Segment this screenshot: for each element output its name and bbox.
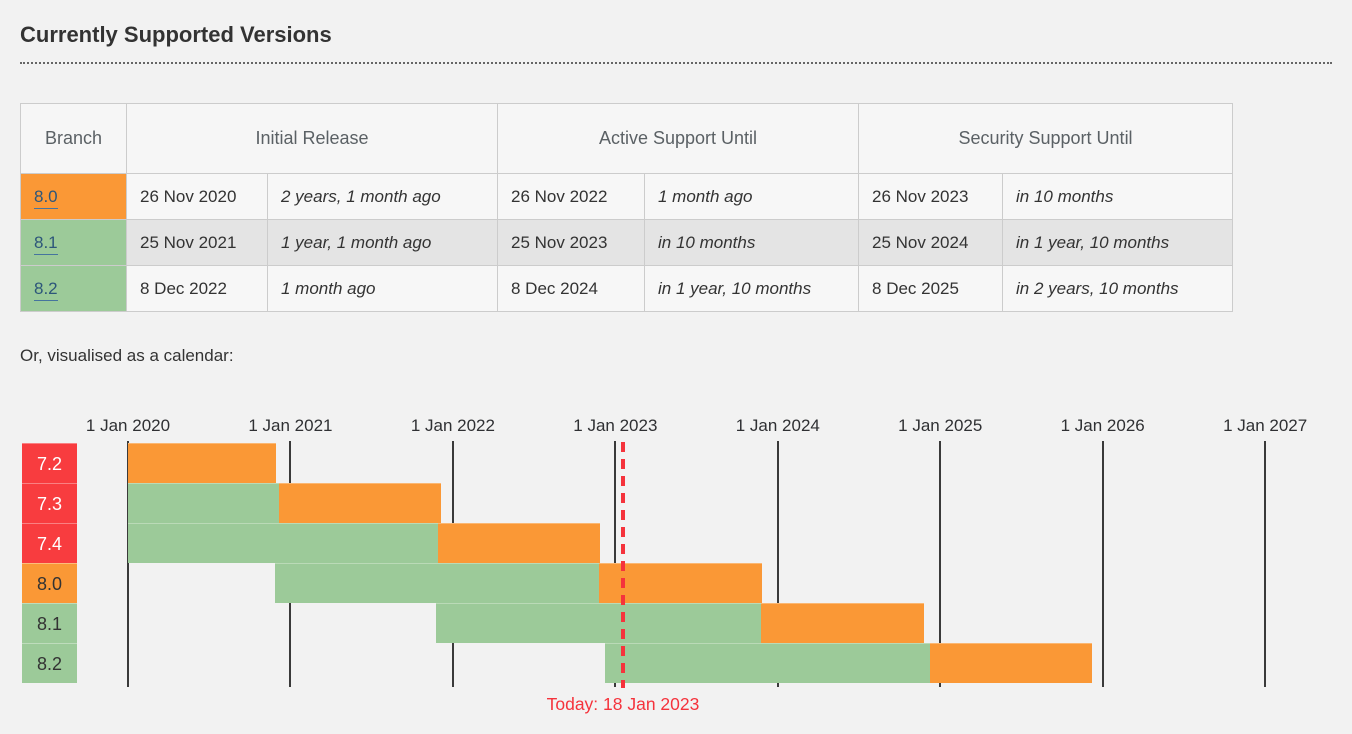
security-support-bar — [761, 603, 924, 643]
security-support-bar — [128, 443, 277, 483]
security-support-until-date: 8 Dec 2025 — [858, 265, 1004, 312]
initial-release-date: 26 Nov 2020 — [126, 173, 268, 220]
branch-row-label: 8.1 — [22, 603, 77, 643]
initial-release-date: 25 Nov 2021 — [126, 219, 268, 266]
axis-tick-label: 1 Jan 2023 — [573, 416, 658, 435]
axis-tick-label: 1 Jan 2025 — [898, 416, 983, 435]
axis-tick-label: 1 Jan 2022 — [410, 416, 495, 435]
initial-release-relative: 1 year, 1 month ago — [267, 219, 498, 266]
table-row: 8.2 8 Dec 2022 1 month ago 8 Dec 2024 in 1 y… — [20, 265, 1234, 312]
active-support-bar — [274, 563, 600, 603]
active-support-bar — [604, 643, 930, 683]
security-support-until-date: 26 Nov 2023 — [858, 173, 1004, 220]
active-support-until-date: 8 Dec 2024 — [497, 265, 645, 312]
branch-row-label: 8.0 — [22, 563, 77, 603]
year-gridline — [1264, 441, 1267, 687]
security-support-bar — [929, 643, 1092, 683]
initial-release-relative: 2 years, 1 month ago — [267, 173, 498, 220]
today-line — [620, 442, 625, 688]
active-support-bar — [128, 483, 279, 523]
calendar-intro-text: Or, visualised as a calendar: — [20, 346, 234, 365]
active-support-until-date: 26 Nov 2022 — [497, 173, 645, 220]
branch-cell: 8.1 — [20, 219, 127, 266]
column-header-security-support: Security Support Until — [858, 103, 1234, 174]
axis-tick-label: 1 Jan 2020 — [85, 416, 171, 435]
axis-tick-label: 1 Jan 2024 — [735, 416, 820, 435]
column-header-initial-release: Initial Release — [126, 103, 498, 174]
initial-release-relative: 1 month ago — [267, 265, 498, 312]
branch-cell: 8.0 — [20, 173, 127, 220]
year-gridline — [939, 441, 942, 687]
today-label: Today: 18 Jan 2023 — [546, 694, 700, 714]
active-support-bar — [436, 603, 762, 643]
security-support-until-relative: in 1 year, 10 months — [1002, 219, 1234, 266]
security-support-bar — [437, 523, 601, 563]
security-support-until-relative: in 2 years, 10 months — [1002, 265, 1234, 312]
support-calendar-chart: 1 Jan 2020 1 Jan 2021 1 Jan 2022 1 Jan 2023… — [20, 410, 1332, 734]
active-support-until-relative: 1 month ago — [643, 173, 860, 220]
security-support-bar — [599, 563, 762, 603]
security-support-until-date: 25 Nov 2024 — [858, 219, 1004, 266]
table-row: 8.0 26 Nov 2020 2 years, 1 month ago 26 Nov… — [20, 173, 1234, 220]
security-support-bar — [278, 483, 442, 523]
table-header-row: Branch Initial Release Active Support Un… — [20, 103, 1234, 174]
branch-link[interactable]: 8.0 — [34, 186, 58, 209]
table-row: 8.1 25 Nov 2021 1 year, 1 month ago 25 Nov … — [20, 219, 1234, 266]
branch-cell: 8.2 — [20, 265, 127, 312]
axis-tick-label: 1 Jan 2026 — [1060, 416, 1145, 435]
active-support-until-relative: in 10 months — [643, 219, 860, 266]
title-divider — [20, 62, 1332, 64]
branch-link[interactable]: 8.1 — [34, 232, 58, 255]
year-gridline — [127, 441, 129, 687]
axis-tick-label: 1 Jan 2027 — [1223, 416, 1308, 435]
year-gridline — [776, 441, 779, 687]
branch-row-label: 7.3 — [22, 483, 77, 523]
active-support-until-date: 25 Nov 2023 — [497, 219, 645, 266]
axis-tick-label: 1 Jan 2021 — [248, 416, 333, 435]
branch-row-label: 8.2 — [22, 643, 77, 683]
security-support-until-relative: in 10 months — [1002, 173, 1234, 220]
year-gridline — [1101, 441, 1104, 687]
supported-versions-table: Branch Initial Release Active Support Un… — [20, 103, 1234, 312]
branch-row-label: 7.2 — [22, 443, 77, 483]
initial-release-date: 8 Dec 2022 — [126, 265, 268, 312]
active-support-until-relative: in 1 year, 10 months — [643, 265, 860, 312]
branch-link[interactable]: 8.2 — [34, 278, 58, 301]
column-header-branch: Branch — [20, 103, 127, 174]
column-header-active-support: Active Support Until — [496, 103, 860, 174]
branch-row-label: 7.4 — [22, 523, 77, 563]
page-title: Currently Supported Versions — [20, 22, 332, 47]
active-support-bar — [128, 523, 438, 563]
